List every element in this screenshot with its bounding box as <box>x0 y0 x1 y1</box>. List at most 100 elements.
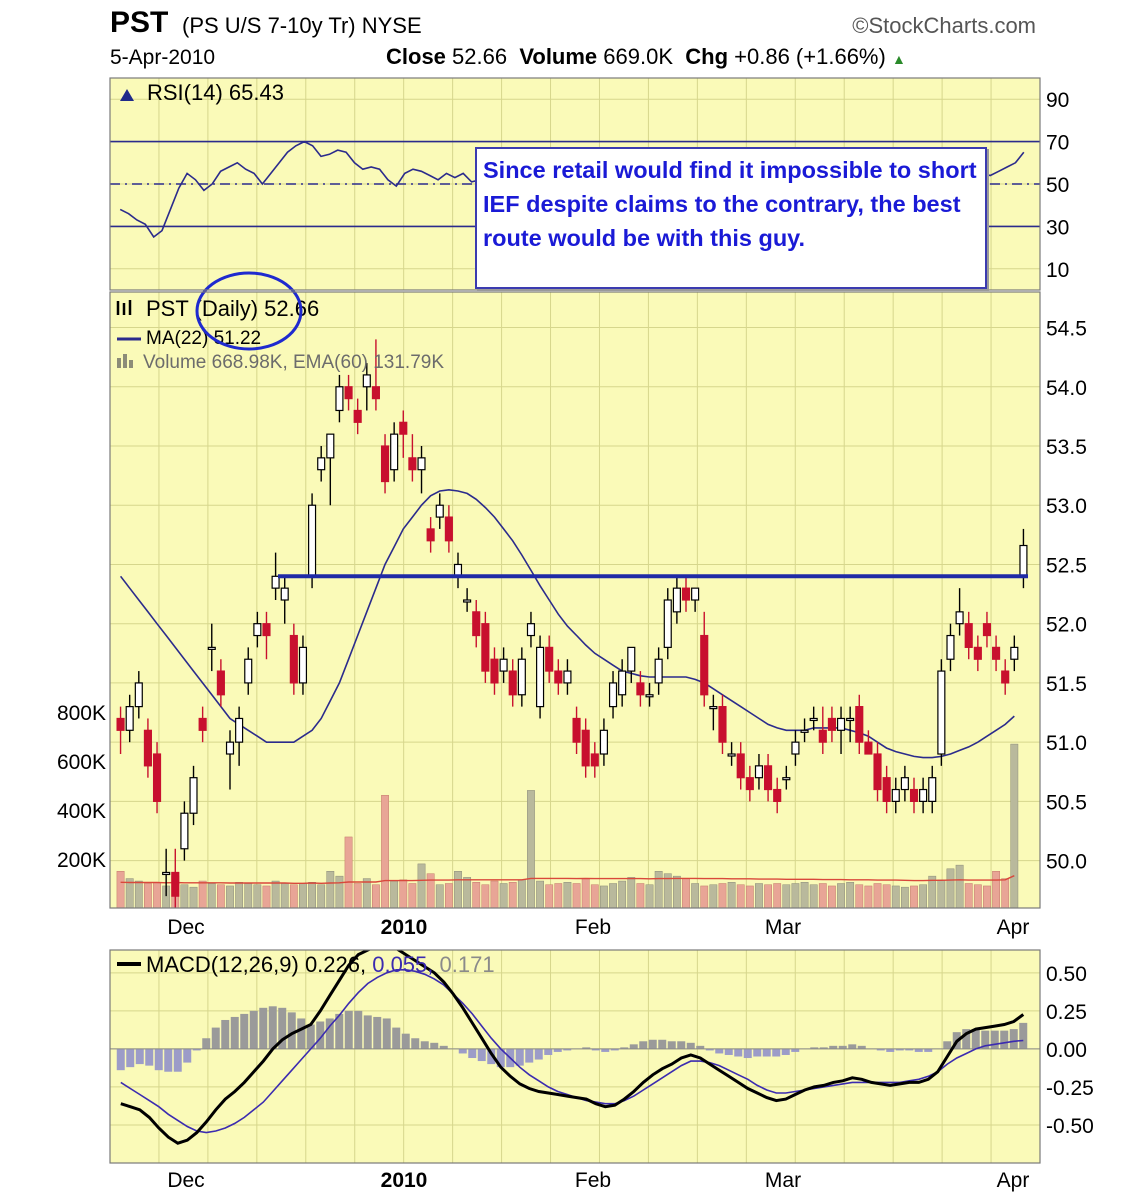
volume-bar <box>718 883 727 909</box>
volume-bar <box>755 883 763 909</box>
volume-bar <box>226 885 234 909</box>
macd-histogram-bar <box>164 1048 173 1072</box>
volume-bar <box>672 875 681 909</box>
macd-histogram-bar <box>791 1048 800 1052</box>
volume-bar <box>882 884 891 909</box>
volume-bar <box>381 795 389 909</box>
volume-bar <box>636 883 645 909</box>
candle-body <box>125 706 134 731</box>
volume-bar <box>837 883 845 909</box>
symbol: PST <box>110 6 169 39</box>
highlight-circle <box>195 271 303 351</box>
candlestick <box>517 647 526 707</box>
candle-body <box>545 646 554 672</box>
macd-histogram-bar <box>363 1015 372 1049</box>
candle-body <box>618 670 627 696</box>
candlestick <box>152 742 162 814</box>
macd-x-axis-label: Mar <box>765 1169 801 1192</box>
volume-bar <box>791 883 800 909</box>
candle-body <box>207 646 216 650</box>
candlestick <box>590 742 599 778</box>
candle-legend-icon <box>116 300 132 315</box>
candlestick <box>526 611 536 648</box>
candlestick <box>417 446 426 494</box>
volume-bar <box>800 882 809 909</box>
macd-tick-label: -0.25 <box>1046 1077 1094 1100</box>
candle-body <box>636 682 645 696</box>
macd-x-axis-label: Apr <box>997 1169 1030 1192</box>
macd-tick-label: 0.50 <box>1046 963 1087 986</box>
candle-body <box>754 765 764 779</box>
volume-bar <box>581 878 590 909</box>
volume-bar <box>590 884 599 909</box>
candle-body <box>353 409 362 423</box>
volume-bar <box>745 885 754 909</box>
macd-histogram-bar <box>819 1047 828 1049</box>
candlestick <box>536 635 545 719</box>
candlestick <box>982 611 992 648</box>
candle-body <box>216 670 225 696</box>
macd-histogram-bar <box>971 1029 980 1049</box>
volume-bar <box>353 883 362 909</box>
volume-bar <box>362 878 371 909</box>
volume-bar <box>572 883 581 909</box>
candlestick <box>946 623 955 672</box>
candle-body <box>791 741 800 755</box>
candle-body <box>289 634 298 684</box>
macd-histogram-bar <box>496 1048 505 1068</box>
volume-bar <box>344 836 353 909</box>
quote-summary: Close 52.66 Volume 669.0K Chg +0.86 (+1.… <box>386 44 906 70</box>
candlestick <box>773 777 782 814</box>
candle-body <box>1010 646 1019 660</box>
candlestick <box>171 848 180 908</box>
candlestick <box>709 694 718 731</box>
rsi-legend: RSI(14) 65.43 <box>147 80 284 105</box>
candle-body <box>380 445 390 483</box>
candlestick <box>353 398 362 435</box>
price-legend: PST (Daily) 52.66 <box>146 296 319 321</box>
brand-logo[interactable]: ©StockCharts.com <box>852 13 1036 38</box>
volume-bar <box>691 883 700 909</box>
macd-histogram-bar <box>696 1045 705 1049</box>
macd-histogram-bar <box>306 1024 315 1049</box>
candle-body <box>846 717 855 722</box>
macd-histogram-bar <box>259 1007 268 1049</box>
candlestick <box>399 410 408 458</box>
macd-histogram-bar <box>648 1039 657 1049</box>
volume-bar <box>189 886 198 909</box>
volume-bar <box>426 873 435 909</box>
rsi-tick-label: 50 <box>1046 174 1069 197</box>
macd-histogram-bar <box>686 1042 695 1049</box>
candle-body <box>782 777 791 781</box>
candlestick <box>326 433 335 506</box>
candle-body <box>681 587 691 601</box>
candle-body <box>919 788 928 802</box>
candle-body <box>900 777 909 791</box>
exchange: NYSE <box>361 13 422 38</box>
macd-legend-value: MACD(12,26,9) 0.226, <box>146 952 366 977</box>
candlestick <box>180 801 189 861</box>
candlestick <box>663 588 672 660</box>
volume-bar <box>645 884 654 909</box>
candlestick <box>143 718 152 778</box>
candlestick <box>973 635 982 672</box>
candle-body <box>608 682 618 708</box>
candle-body <box>326 433 335 459</box>
volume-label: Volume <box>519 44 598 69</box>
volume-bar <box>563 882 572 909</box>
close-label: Close <box>386 44 446 69</box>
volume-bar <box>216 884 225 909</box>
volume-bar <box>900 886 909 909</box>
macd-x-axis-label: Feb <box>575 1169 611 1192</box>
price-tick-label: 53.0 <box>1046 495 1087 518</box>
candle-body <box>134 682 143 708</box>
candle-body <box>335 386 344 412</box>
candle-body <box>162 871 171 876</box>
candle-body <box>654 658 663 684</box>
macd-histogram-bar <box>905 1048 914 1051</box>
candlestick <box>891 777 900 814</box>
candle-body <box>946 634 955 660</box>
candle-body <box>180 812 189 850</box>
candle-body <box>773 788 782 802</box>
macd-histogram-bar <box>667 1041 676 1049</box>
